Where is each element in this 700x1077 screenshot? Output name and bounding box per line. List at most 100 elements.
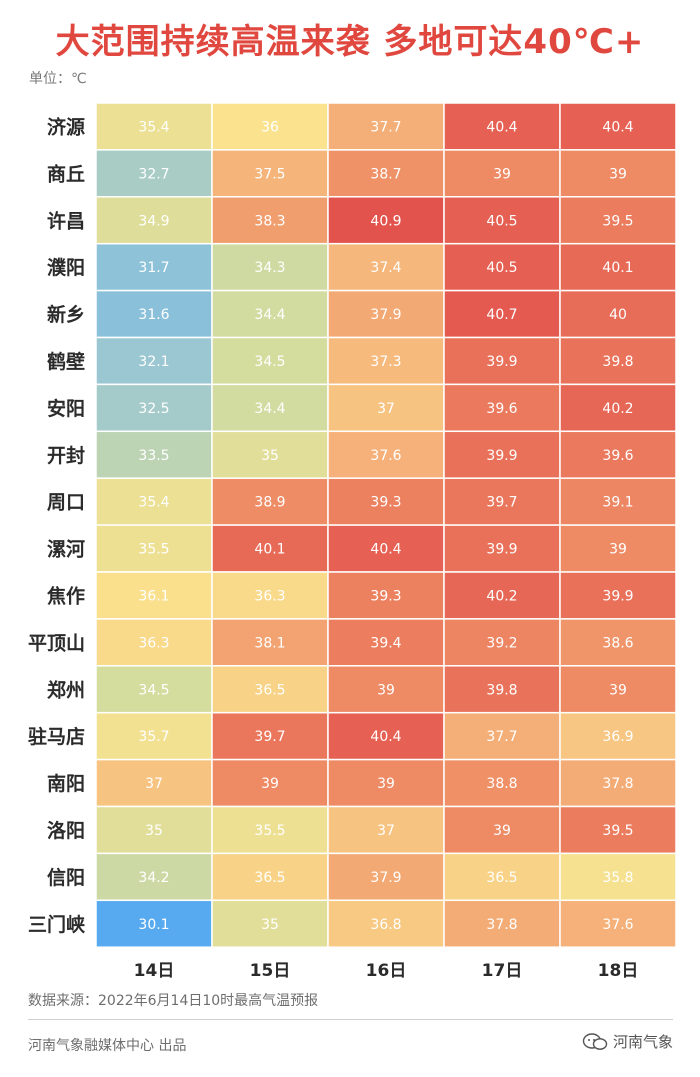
cell-value-label: 40 bbox=[609, 307, 627, 323]
heatmap-cell bbox=[443, 665, 561, 714]
cell-value-label: 40.4 bbox=[486, 119, 517, 135]
cell-value-label: 39.3 bbox=[370, 495, 401, 511]
heatmap-cell bbox=[211, 665, 329, 714]
cell-value-label: 35.5 bbox=[254, 823, 285, 839]
heatmap-cell bbox=[443, 711, 561, 761]
cell-value-label: 37 bbox=[377, 401, 395, 417]
cell-value-label: 39 bbox=[261, 776, 279, 792]
cell-value-label: 39 bbox=[377, 776, 395, 792]
cell-value-label: 38.9 bbox=[254, 495, 285, 511]
cell-value-label: 39.7 bbox=[254, 729, 285, 745]
heatmap-cell bbox=[95, 618, 213, 667]
heatmap-cell bbox=[327, 711, 445, 761]
cell-value-label: 40.5 bbox=[486, 213, 517, 229]
heatmap-cell bbox=[559, 665, 677, 714]
cell-value-label: 37.6 bbox=[370, 448, 401, 464]
cell-value-label: 40.1 bbox=[602, 260, 633, 276]
cell-value-label: 39.3 bbox=[370, 588, 401, 604]
heatmap-cell bbox=[559, 899, 677, 948]
cell-value-label: 39 bbox=[609, 542, 627, 558]
heatmap-cell bbox=[95, 571, 213, 620]
cell-value-label: 38.7 bbox=[370, 166, 401, 182]
cell-value-label: 31.7 bbox=[138, 260, 169, 276]
cell-value-label: 39.8 bbox=[602, 354, 633, 370]
heatmap-cell bbox=[443, 242, 561, 292]
cell-value-label: 37.4 bbox=[370, 260, 401, 276]
cell-value-label: 39.9 bbox=[602, 588, 633, 604]
column-label: 18日 bbox=[598, 961, 639, 981]
cell-value-label: 37 bbox=[145, 776, 163, 792]
heatmap-cell bbox=[443, 899, 561, 948]
cell-value-label: 37 bbox=[377, 823, 395, 839]
heatmap-cell bbox=[443, 196, 561, 245]
heatmap-cell bbox=[211, 149, 329, 198]
cell-value-label: 39.8 bbox=[486, 682, 517, 698]
cell-value-label: 37.7 bbox=[370, 119, 401, 135]
producer-credit: 河南气象融媒体中心 出品 bbox=[28, 1038, 187, 1054]
heatmap-cell bbox=[559, 149, 677, 198]
heatmap-cell bbox=[327, 149, 445, 198]
cell-value-label: 39.6 bbox=[602, 448, 633, 464]
row-label: 郑州 bbox=[47, 679, 85, 701]
heatmap-cell bbox=[95, 665, 213, 714]
heatmap-cell bbox=[95, 524, 213, 573]
heatmap-cell bbox=[327, 383, 445, 433]
heatmap-cell bbox=[559, 383, 677, 433]
heatmap-cell bbox=[211, 524, 329, 573]
row-label: 许昌 bbox=[47, 209, 85, 232]
heatmap-cell bbox=[211, 242, 329, 292]
heatmap-cell bbox=[559, 196, 677, 245]
cell-value-label: 34.2 bbox=[138, 870, 169, 886]
cell-value-label: 40.4 bbox=[602, 119, 633, 135]
cell-value-label: 32.7 bbox=[138, 166, 169, 182]
heatmap-cell bbox=[211, 430, 329, 479]
heatmap-cell bbox=[559, 571, 677, 620]
heatmap-cell bbox=[443, 336, 561, 386]
heatmap-cell bbox=[95, 242, 213, 292]
chat-bubble-icon bbox=[582, 1032, 608, 1050]
row-label: 开封 bbox=[47, 444, 85, 467]
cell-value-label: 37.6 bbox=[602, 917, 633, 933]
column-label: 17日 bbox=[482, 961, 523, 981]
cell-value-label: 38.1 bbox=[254, 635, 285, 651]
cell-value-label: 40.9 bbox=[370, 213, 401, 229]
row-label: 平顶山 bbox=[28, 632, 85, 654]
page-title: 大范围持续高温来袭 多地可达40℃+ bbox=[55, 22, 645, 62]
column-label: 14日 bbox=[134, 961, 175, 981]
cell-value-label: 36 bbox=[261, 119, 279, 135]
heatmap-cell bbox=[95, 899, 213, 948]
cell-value-label: 35 bbox=[261, 917, 279, 933]
cell-value-label: 37.8 bbox=[486, 917, 517, 933]
heatmap-cell bbox=[211, 571, 329, 620]
row-label: 驻马店 bbox=[28, 725, 85, 748]
cell-value-label: 35.8 bbox=[602, 870, 633, 886]
column-label: 15日 bbox=[250, 961, 291, 981]
logo-text: 河南气象 bbox=[613, 1033, 674, 1051]
heatmap-cell bbox=[327, 336, 445, 386]
cell-value-label: 40.1 bbox=[254, 542, 285, 558]
cell-value-label: 35 bbox=[145, 823, 163, 839]
cell-value-label: 34.4 bbox=[254, 307, 285, 323]
heatmap-cell bbox=[443, 571, 561, 620]
heatmap-cell bbox=[559, 711, 677, 761]
cell-value-label: 32.1 bbox=[138, 354, 169, 370]
cell-value-label: 40.4 bbox=[370, 729, 401, 745]
row-label: 周口 bbox=[47, 492, 85, 514]
heatmap-cell bbox=[559, 289, 677, 339]
cell-value-label: 34.5 bbox=[254, 354, 285, 370]
heatmap-cell bbox=[327, 524, 445, 573]
heatmap-cell bbox=[95, 805, 213, 855]
heatmap-cell bbox=[443, 149, 561, 198]
cell-value-label: 39.1 bbox=[602, 495, 633, 511]
row-label: 信阳 bbox=[47, 866, 85, 889]
cell-value-label: 30.1 bbox=[138, 917, 169, 933]
cell-value-label: 40.2 bbox=[602, 401, 633, 417]
row-label: 鹤壁 bbox=[47, 350, 85, 373]
heatmap-cell bbox=[559, 336, 677, 386]
cell-value-label: 40.5 bbox=[486, 260, 517, 276]
heatmap-cell bbox=[559, 524, 677, 573]
heatmap-cell bbox=[95, 383, 213, 433]
cell-value-label: 40.4 bbox=[370, 542, 401, 558]
row-label: 安阳 bbox=[47, 397, 85, 420]
cell-value-label: 39.5 bbox=[602, 213, 633, 229]
